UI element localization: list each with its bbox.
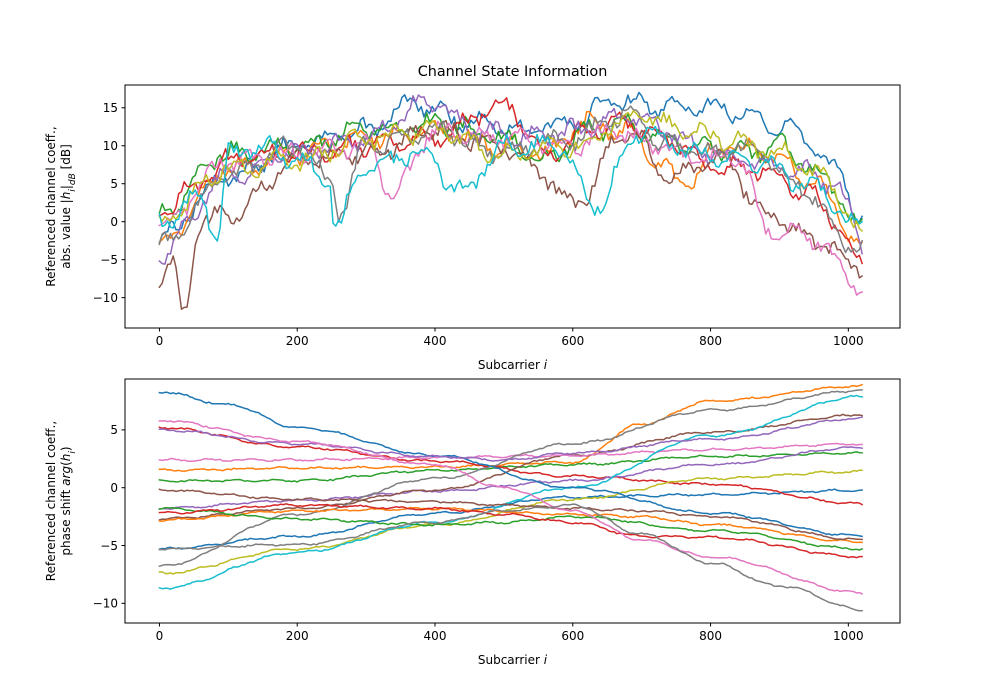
plot-frame — [124, 378, 901, 624]
series-line-4 — [158, 97, 864, 265]
y-tick-label: −5 — [100, 253, 118, 267]
plot-frame — [124, 84, 901, 329]
x-tick-label: 400 — [424, 629, 447, 643]
y-tick-label: −10 — [93, 597, 118, 611]
series-line-14 — [158, 503, 863, 559]
y-tick-label: 5 — [110, 177, 118, 191]
svg-text:Referenced channel coeff.,: Referenced channel coeff., — [44, 126, 58, 286]
x-tick-label: 600 — [561, 629, 584, 643]
svg-text:Referenced channel coeff.,: Referenced channel coeff., — [44, 421, 58, 581]
series-line-17 — [158, 420, 864, 595]
series-line-7 — [158, 120, 864, 296]
x-tick-label: 0 — [156, 629, 164, 643]
y-tick-label: −5 — [100, 539, 118, 553]
series-line-3 — [158, 451, 863, 483]
series-line-18 — [158, 503, 863, 612]
x-tick-label: 800 — [699, 334, 722, 348]
x-axis-label: Subcarrier i — [478, 653, 548, 667]
x-tick-label: 200 — [286, 334, 309, 348]
svg-text:abs. value |hi|dB [dB]: abs. value |hi|dB [dB] — [59, 144, 78, 269]
series-line-6 — [158, 119, 864, 311]
y-tick-label: −10 — [93, 291, 118, 305]
y-tick-label: 0 — [110, 481, 118, 495]
y-tick-label: 0 — [110, 215, 118, 229]
x-tick-label: 0 — [156, 334, 164, 348]
y-tick-label: 10 — [103, 139, 118, 153]
x-tick-label: 600 — [561, 334, 584, 348]
y-tick-label: 5 — [110, 423, 118, 437]
series-line-16 — [158, 488, 863, 541]
y-axis-label: Referenced channel coeff., phase shift ar… — [44, 421, 78, 581]
series-line-10 — [158, 125, 864, 242]
series-line-2 — [158, 383, 864, 472]
x-tick-label: 200 — [286, 629, 309, 643]
series-line-9 — [158, 469, 863, 575]
x-tick-label: 400 — [424, 334, 447, 348]
series-line-15 — [158, 416, 863, 462]
series-line-12 — [158, 506, 863, 544]
y-axis-label: Referenced channel coeff., abs. value |hi… — [44, 126, 78, 286]
series-line-10 — [158, 394, 863, 590]
series-line-1 — [158, 91, 864, 244]
x-tick-label: 1000 — [833, 334, 864, 348]
series-line-1 — [158, 488, 863, 551]
x-tick-label: 1000 — [833, 629, 864, 643]
series-line-7 — [158, 442, 863, 463]
x-axis-label: Subcarrier i — [478, 358, 548, 372]
x-tick-label: 800 — [699, 629, 722, 643]
svg-text:phase shift arg(hi): phase shift arg(hi) — [59, 446, 78, 555]
axes-2: 0 200 400 600 800 1000 −10 −5 0 5 Subcarrier i Refe… — [44, 378, 901, 667]
series-line-8 — [158, 389, 863, 568]
y-tick-label: 15 — [103, 101, 118, 115]
series-line-5 — [158, 446, 863, 510]
series-line-13 — [158, 506, 864, 551]
axes-1: 0 200 400 600 800 1000 −10 −5 0 5 10 15 Subcarrier i… — [44, 64, 901, 372]
chart-title: Channel State Information — [418, 64, 608, 80]
series-line-11 — [158, 391, 863, 538]
